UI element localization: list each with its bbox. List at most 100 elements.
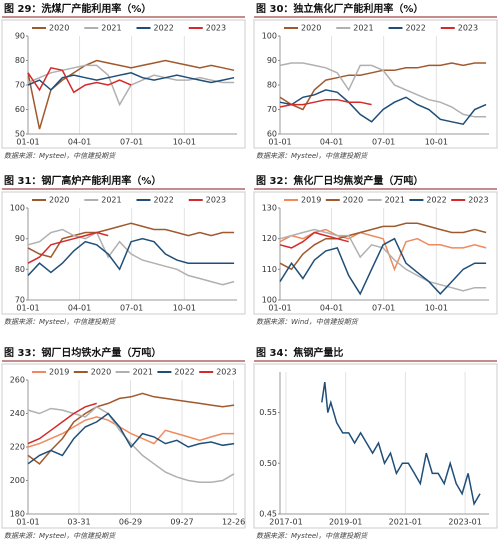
legend-label: 2019 <box>301 196 321 205</box>
y-tick-label: 240 <box>10 409 25 418</box>
x-tick-label: 01-01 <box>268 304 291 313</box>
x-tick-label: 04-01 <box>68 138 91 147</box>
y-tick-label: 60 <box>267 130 277 139</box>
x-tick-label: 07-01 <box>372 304 395 313</box>
chart-frame <box>253 363 498 529</box>
x-tick-label: 10-01 <box>425 138 448 147</box>
chart-frame <box>1 363 246 529</box>
x-tick-label: 03-31 <box>67 518 90 527</box>
legend-label: 2020 <box>301 24 321 33</box>
x-tick-label: 07-01 <box>372 138 395 147</box>
series-line <box>27 416 235 448</box>
chart-title: 图 33：钢厂日均铁水产量（万吨） <box>4 346 161 359</box>
x-tick-label: 01-01 <box>16 304 39 313</box>
x-tick-label: 10-01 <box>173 304 196 313</box>
y-tick-label: 50 <box>15 130 25 139</box>
chart-title: 图 31：钢厂高炉产能利用率（%） <box>4 174 161 187</box>
chart-title: 图 32：焦化厂日均焦炭产量（万吨） <box>256 174 423 187</box>
x-tick-label: 10-01 <box>173 138 196 147</box>
source-note: 数据来源：Mysteel，中信建投期货 <box>4 532 116 540</box>
legend-label: 2022 <box>426 196 446 205</box>
series-line <box>279 237 487 296</box>
y-tick-label: 90 <box>15 32 25 41</box>
legend-label: 2023 <box>206 196 226 205</box>
series-line <box>27 392 235 465</box>
chart-frame <box>1 191 246 315</box>
x-tick-label: 04-01 <box>68 304 91 313</box>
x-tick-label: 12-26 <box>222 518 245 527</box>
legend-label: 2023 <box>216 368 236 377</box>
source-note: 数据来源：Mysteel，中信建投期货 <box>256 152 368 160</box>
legend-label: 2023 <box>468 196 488 205</box>
series-line <box>279 231 349 249</box>
y-tick-label: 200 <box>10 476 25 485</box>
legend-label: 2021 <box>385 196 405 205</box>
chart-frame <box>253 19 498 149</box>
source-note: 数据来源：Mysteel，中信建投期货 <box>256 532 368 540</box>
series-line <box>27 237 235 277</box>
series-line <box>27 228 235 286</box>
series-line <box>279 222 487 271</box>
y-tick-label: 0.50 <box>259 459 277 468</box>
source-note: 数据来源：Wind，中信建投期货 <box>256 318 359 326</box>
x-tick-label: 01-01 <box>16 518 39 527</box>
series-line <box>279 62 487 118</box>
series-line <box>279 228 487 292</box>
legend-label: 2020 <box>49 24 69 33</box>
series-line <box>27 405 235 483</box>
legend-label: 2021 <box>101 24 121 33</box>
series-line <box>27 59 235 130</box>
series-line <box>279 98 372 108</box>
chart-title: 图 34：焦钢产量比 <box>256 346 343 359</box>
series-line <box>27 72 235 91</box>
y-tick-label: 80 <box>15 265 25 274</box>
x-tick-label: 2017-01 <box>269 518 302 527</box>
legend-label: 2022 <box>154 196 174 205</box>
x-tick-label: 06-29 <box>119 518 142 527</box>
legend-label: 2021 <box>353 24 373 33</box>
y-tick-label: 180 <box>10 510 25 519</box>
chart-frame <box>253 191 498 315</box>
series-line <box>27 231 109 264</box>
chart-frame <box>1 19 246 149</box>
y-tick-label: 110 <box>262 265 277 274</box>
x-tick-label: 04-01 <box>320 138 343 147</box>
legend-label: 2023 <box>458 24 478 33</box>
y-tick-label: 80 <box>15 56 25 65</box>
source-note: 数据来源：Mysteel，中信建投期货 <box>4 318 116 326</box>
x-tick-label: 01-01 <box>268 138 291 147</box>
legend-label: 2022 <box>406 24 426 33</box>
x-tick-label: 2019-01 <box>329 518 362 527</box>
x-tick-label: 09-27 <box>170 518 193 527</box>
legend-label: 2021 <box>101 196 121 205</box>
x-tick-label: 10-01 <box>425 304 448 313</box>
legend-label: 2020 <box>91 368 111 377</box>
y-tick-label: 100 <box>262 296 277 305</box>
legend-label: 2022 <box>174 368 194 377</box>
legend-label: 2020 <box>49 196 69 205</box>
y-tick-label: 260 <box>10 376 25 385</box>
y-tick-label: 60 <box>15 105 25 114</box>
y-tick-label: 90 <box>267 56 277 65</box>
legend-label: 2021 <box>133 368 153 377</box>
chart-title: 图 29：洗煤厂产能利用率（%） <box>4 2 151 15</box>
source-note: 数据来源：Mysteel，中信建投期货 <box>4 152 116 160</box>
x-tick-label: 2023-01 <box>448 518 481 527</box>
y-tick-label: 100 <box>262 32 277 41</box>
legend-label: 2022 <box>154 24 174 33</box>
y-tick-label: 70 <box>267 105 277 114</box>
legend-label: 2023 <box>206 24 226 33</box>
chart-title: 图 30：独立焦化厂产能利用率（%） <box>256 2 423 15</box>
y-tick-label: 90 <box>15 234 25 243</box>
legend-label: 2020 <box>343 196 363 205</box>
y-tick-label: 130 <box>262 204 277 213</box>
series-line <box>27 66 132 94</box>
series-line <box>27 412 235 465</box>
x-tick-label: 07-01 <box>120 304 143 313</box>
x-tick-label: 04-01 <box>320 304 343 313</box>
y-tick-label: 220 <box>10 443 25 452</box>
y-tick-label: 120 <box>262 234 277 243</box>
y-tick-label: 0.55 <box>259 408 277 417</box>
